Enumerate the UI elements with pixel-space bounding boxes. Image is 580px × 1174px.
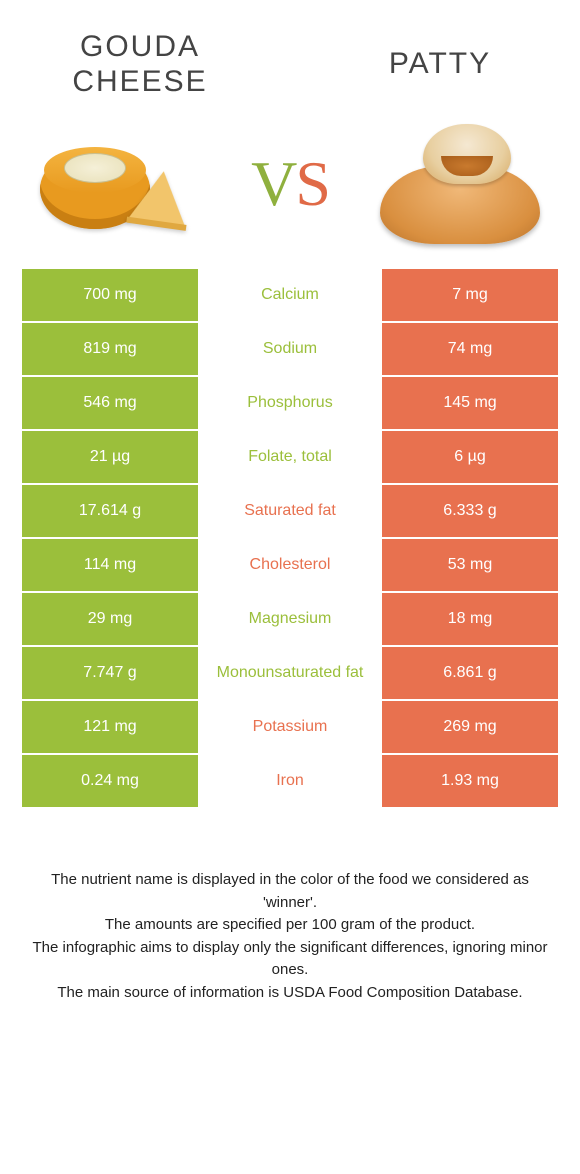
footer-line4: The main source of information is USDA F… — [30, 982, 550, 1005]
table-row: 121 mgPotassium269 mg — [22, 701, 558, 755]
footer-line3: The infographic aims to display only the… — [30, 937, 550, 982]
nutrient-name: Calcium — [200, 269, 380, 323]
left-title-line2: CHEESE — [72, 65, 207, 98]
nutrient-name: Monounsaturated fat — [200, 647, 380, 701]
table-row: 17.614 gSaturated fat6.333 g — [22, 485, 558, 539]
footer-line2: The amounts are specified per 100 gram o… — [30, 914, 550, 937]
vs-v: V — [251, 148, 295, 219]
table-row: 21 µgFolate, total6 µg — [22, 431, 558, 485]
right-value: 1.93 mg — [380, 755, 558, 809]
nutrient-name: Magnesium — [200, 593, 380, 647]
left-title-line1: GOUDA — [80, 30, 200, 63]
left-value: 546 mg — [22, 377, 200, 431]
nutrient-name: Saturated fat — [200, 485, 380, 539]
header: GOUDA CHEESE PATTY — [0, 0, 580, 109]
right-title: PATTY — [389, 47, 491, 80]
left-value: 0.24 mg — [22, 755, 200, 809]
table-row: 700 mgCalcium7 mg — [22, 269, 558, 323]
right-value: 6 µg — [380, 431, 558, 485]
table-row: 7.747 gMonounsaturated fat6.861 g — [22, 647, 558, 701]
right-value: 18 mg — [380, 593, 558, 647]
comparison-table: 700 mgCalcium7 mg819 mgSodium74 mg546 mg… — [22, 269, 558, 809]
table-row: 0.24 mgIron1.93 mg — [22, 755, 558, 809]
left-food-image — [30, 119, 210, 249]
nutrient-name: Folate, total — [200, 431, 380, 485]
left-value: 700 mg — [22, 269, 200, 323]
right-value: 7 mg — [380, 269, 558, 323]
right-food-image — [370, 119, 550, 249]
table-row: 29 mgMagnesium18 mg — [22, 593, 558, 647]
table-row: 819 mgSodium74 mg — [22, 323, 558, 377]
right-food-title: PATTY — [340, 47, 540, 82]
left-value: 819 mg — [22, 323, 200, 377]
vs-s: S — [295, 148, 329, 219]
left-food-title: GOUDA CHEESE — [40, 30, 240, 99]
right-value: 145 mg — [380, 377, 558, 431]
left-value: 29 mg — [22, 593, 200, 647]
left-value: 17.614 g — [22, 485, 200, 539]
nutrient-name: Potassium — [200, 701, 380, 755]
footer-notes: The nutrient name is displayed in the co… — [0, 869, 580, 1004]
right-value: 6.333 g — [380, 485, 558, 539]
left-value: 121 mg — [22, 701, 200, 755]
nutrient-name: Sodium — [200, 323, 380, 377]
right-value: 269 mg — [380, 701, 558, 755]
left-value: 7.747 g — [22, 647, 200, 701]
right-value: 74 mg — [380, 323, 558, 377]
gouda-cheese-icon — [40, 129, 200, 239]
table-row: 546 mgPhosphorus145 mg — [22, 377, 558, 431]
vs-label: VS — [251, 147, 329, 221]
nutrient-name: Cholesterol — [200, 539, 380, 593]
footer-line1: The nutrient name is displayed in the co… — [30, 869, 550, 914]
right-value: 53 mg — [380, 539, 558, 593]
left-value: 21 µg — [22, 431, 200, 485]
table-row: 114 mgCholesterol53 mg — [22, 539, 558, 593]
nutrient-name: Phosphorus — [200, 377, 380, 431]
right-value: 6.861 g — [380, 647, 558, 701]
left-value: 114 mg — [22, 539, 200, 593]
images-row: VS — [0, 109, 580, 269]
nutrient-name: Iron — [200, 755, 380, 809]
patty-icon — [375, 124, 545, 244]
